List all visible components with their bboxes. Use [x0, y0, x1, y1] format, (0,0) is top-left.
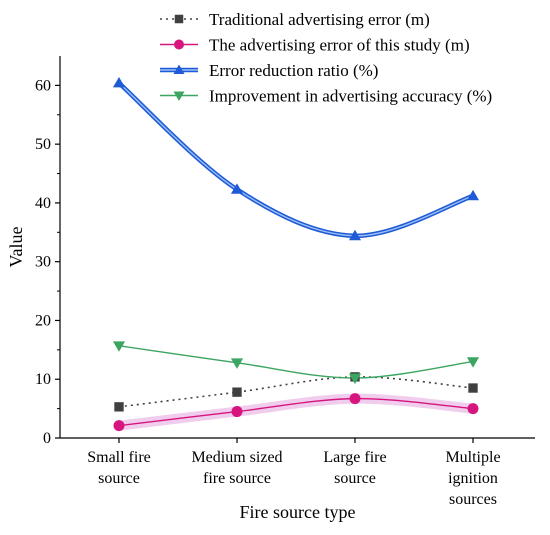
- y-tick-label: 10: [35, 371, 51, 388]
- axis-labels: 0 10 20 30 40 50 60 Small fire source Medium size…: [6, 77, 501, 522]
- y-tick-label: 40: [35, 195, 51, 212]
- data-point: [112, 76, 126, 88]
- data-point: [468, 383, 478, 393]
- x-tick-label: Multiple ignition sources: [445, 449, 500, 508]
- y-tick-label: 60: [35, 77, 51, 94]
- data-point: [348, 229, 362, 241]
- series-line: [118, 345, 474, 379]
- legend-marker: [173, 91, 185, 101]
- data-point: [232, 387, 242, 397]
- legend-marker: [174, 14, 184, 24]
- y-tick-label: 30: [35, 254, 51, 271]
- y-tick-label: 50: [35, 136, 51, 153]
- y-tick-label: 20: [35, 312, 51, 329]
- x-tick-label: Medium sized fire source: [191, 449, 282, 487]
- series-markers: [112, 76, 480, 432]
- data-point: [466, 357, 480, 368]
- x-axis-title: Fire source type: [240, 502, 356, 522]
- legend-label: The advertising error of this study (m): [209, 36, 470, 55]
- series-line: [118, 397, 474, 427]
- data-point: [113, 420, 125, 432]
- legend-marker: [174, 39, 184, 50]
- data-point: [114, 402, 124, 412]
- series-line: [117, 81, 474, 239]
- y-axis-title: Value: [6, 226, 26, 267]
- legend-marker: [173, 64, 185, 74]
- data-point: [230, 358, 244, 369]
- data-point: [112, 341, 126, 352]
- legend-label: Traditional advertising error (m): [209, 10, 430, 29]
- data-point: [231, 406, 243, 418]
- x-tick-label: Small fire source: [87, 449, 151, 487]
- legend-label: Error reduction ratio (%): [209, 61, 378, 80]
- data-point: [348, 373, 362, 385]
- series-lines: [117, 81, 474, 427]
- y-tick-label: 0: [43, 430, 51, 447]
- legend-label: Improvement in advertising accuracy (%): [209, 87, 492, 106]
- series-line-highlight: [118, 82, 474, 237]
- data-point: [230, 183, 244, 194]
- legend: Traditional advertising error (m) The adv…: [160, 10, 492, 106]
- axes: [55, 56, 535, 443]
- data-point: [467, 403, 479, 415]
- data-point: [466, 189, 480, 201]
- data-point: [349, 393, 361, 405]
- x-tick-label: Large fire source: [323, 449, 386, 487]
